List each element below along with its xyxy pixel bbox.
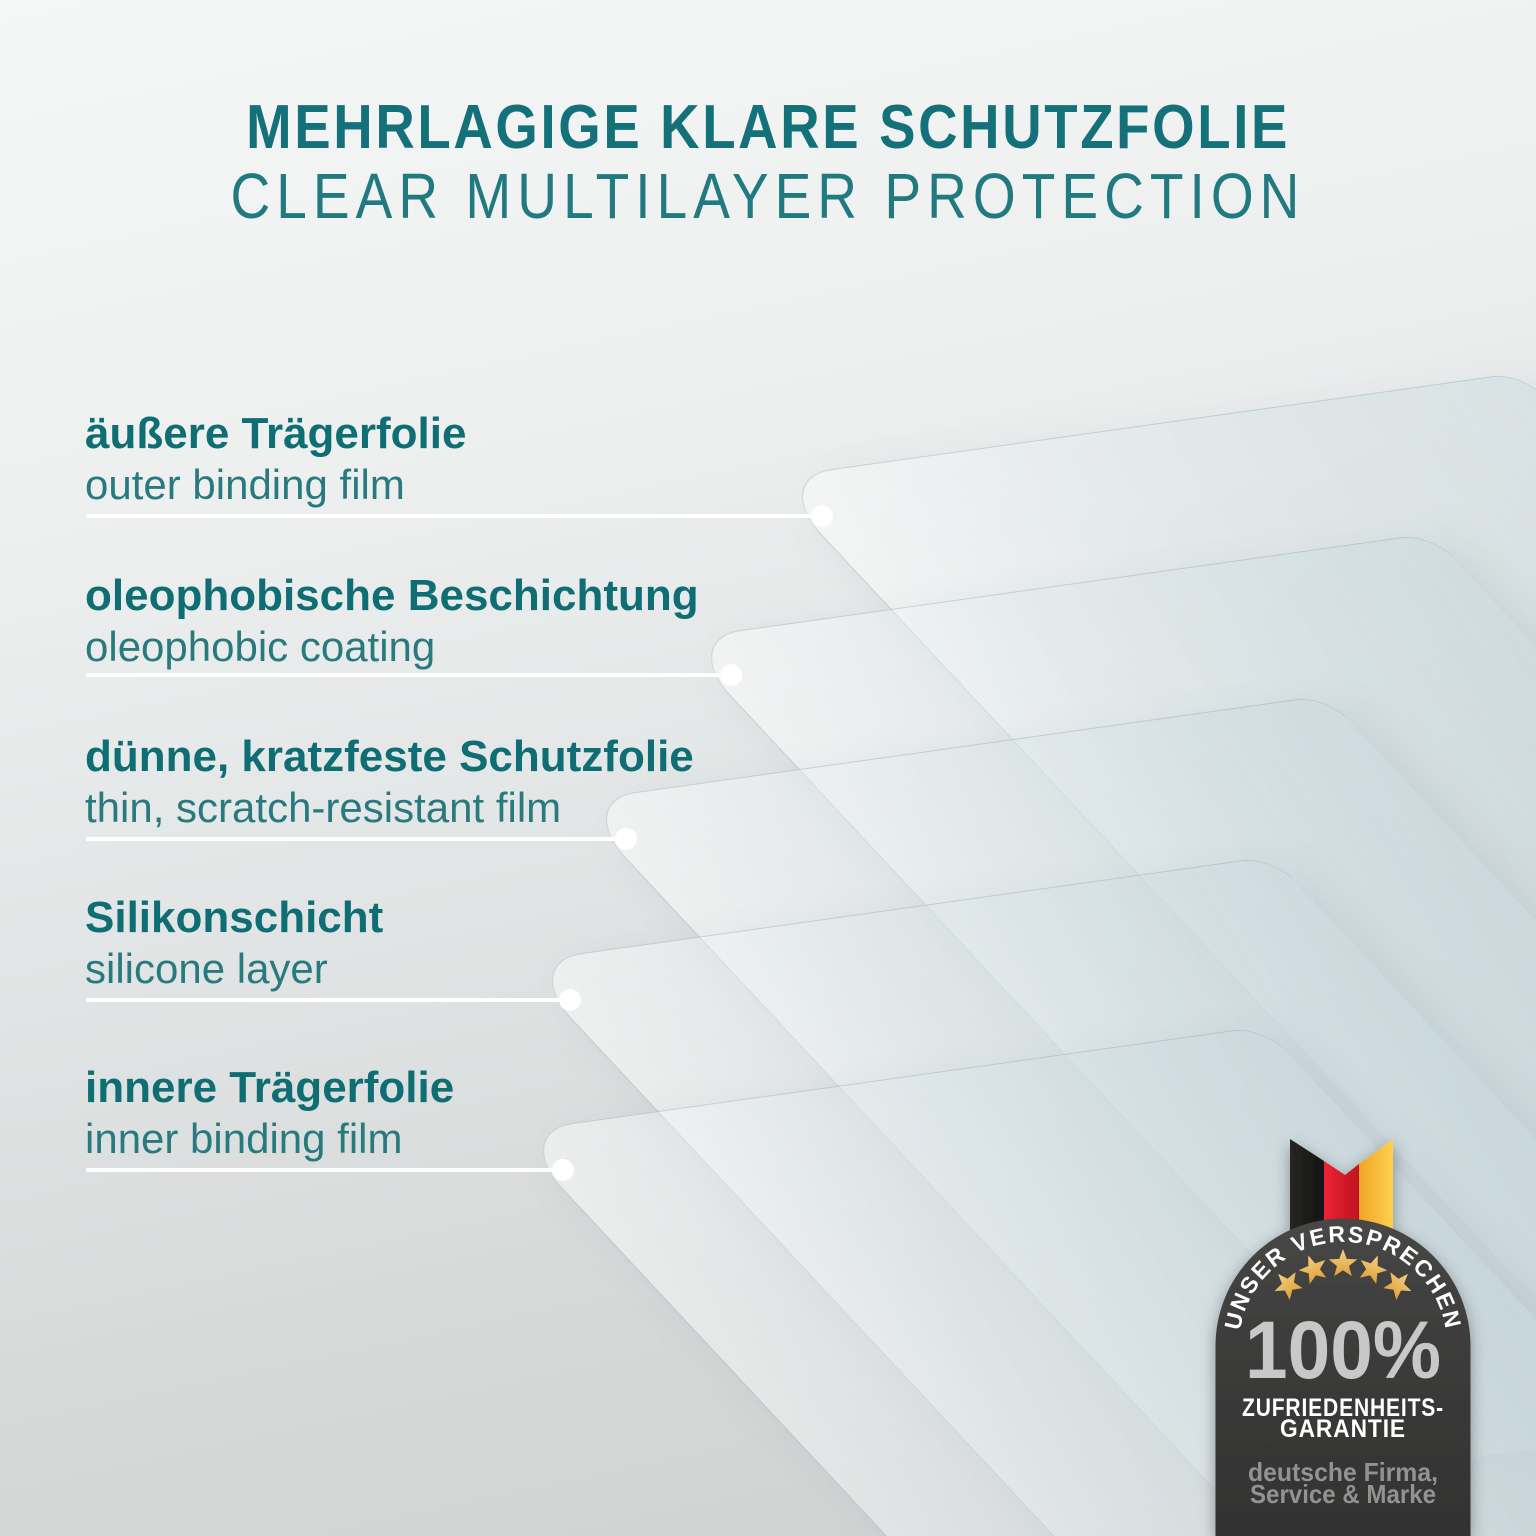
layer-label-inner-binding-film: innere Trägerfolie inner binding film xyxy=(85,1062,454,1164)
page-title: MEHRLAGIGE KLARE SCHUTZFOLIE CLEAR MULTI… xyxy=(0,93,1536,232)
leader-line-3 xyxy=(86,828,637,850)
layer-label-de: Silikonschicht xyxy=(85,893,384,942)
badge-subline-2: Service & Marke xyxy=(1250,1479,1436,1509)
leader-line-5 xyxy=(86,1159,574,1181)
leader-line-1 xyxy=(86,505,833,527)
guarantee-badge: UNSER VERSPRECHEN 100% ZUFRIEDENHEITS- G… xyxy=(1215,1139,1471,1536)
layer-label-de: äußere Trägerfolie xyxy=(85,409,467,458)
layer-label-de: innere Trägerfolie xyxy=(85,1063,455,1112)
guarantee-line-1: ZUFRIEDENHEITS- xyxy=(1242,1394,1444,1422)
percent-text: 100% xyxy=(1245,1305,1441,1396)
layer-label-oleophobic-coating: oleophobische Beschichtung oleophobic co… xyxy=(85,570,699,672)
badge-subline-1: deutsche Firma, xyxy=(1248,1457,1438,1487)
title-english: CLEAR MULTILAYER PROTECTION xyxy=(230,160,1306,232)
layer-label-silicone-layer: Silikonschicht silicone layer xyxy=(85,892,383,994)
title-german: MEHRLAGIGE KLARE SCHUTZFOLIE xyxy=(246,93,1290,162)
layer-label-en: thin, scratch-resistant film xyxy=(85,784,562,831)
guarantee-line-2: GARANTIE xyxy=(1280,1415,1406,1443)
leader-line-2 xyxy=(86,664,742,686)
layer-label-en: oleophobic coating xyxy=(85,623,436,670)
layer-label-en: silicone layer xyxy=(85,945,328,992)
layer-label-de: oleophobische Beschichtung xyxy=(85,571,699,620)
layer-label-en: outer binding film xyxy=(85,461,405,508)
layer-label-en: inner binding film xyxy=(85,1115,403,1162)
layer-label-scratch-resistant-film: dünne, kratzfeste Schutzfolie thin, scra… xyxy=(85,731,694,833)
leader-line-4 xyxy=(86,989,581,1011)
layer-label-de: dünne, kratzfeste Schutzfolie xyxy=(85,732,694,781)
badge-shape xyxy=(1215,1218,1471,1536)
layer-label-outer-binding-film: äußere Trägerfolie outer binding film xyxy=(85,408,466,510)
